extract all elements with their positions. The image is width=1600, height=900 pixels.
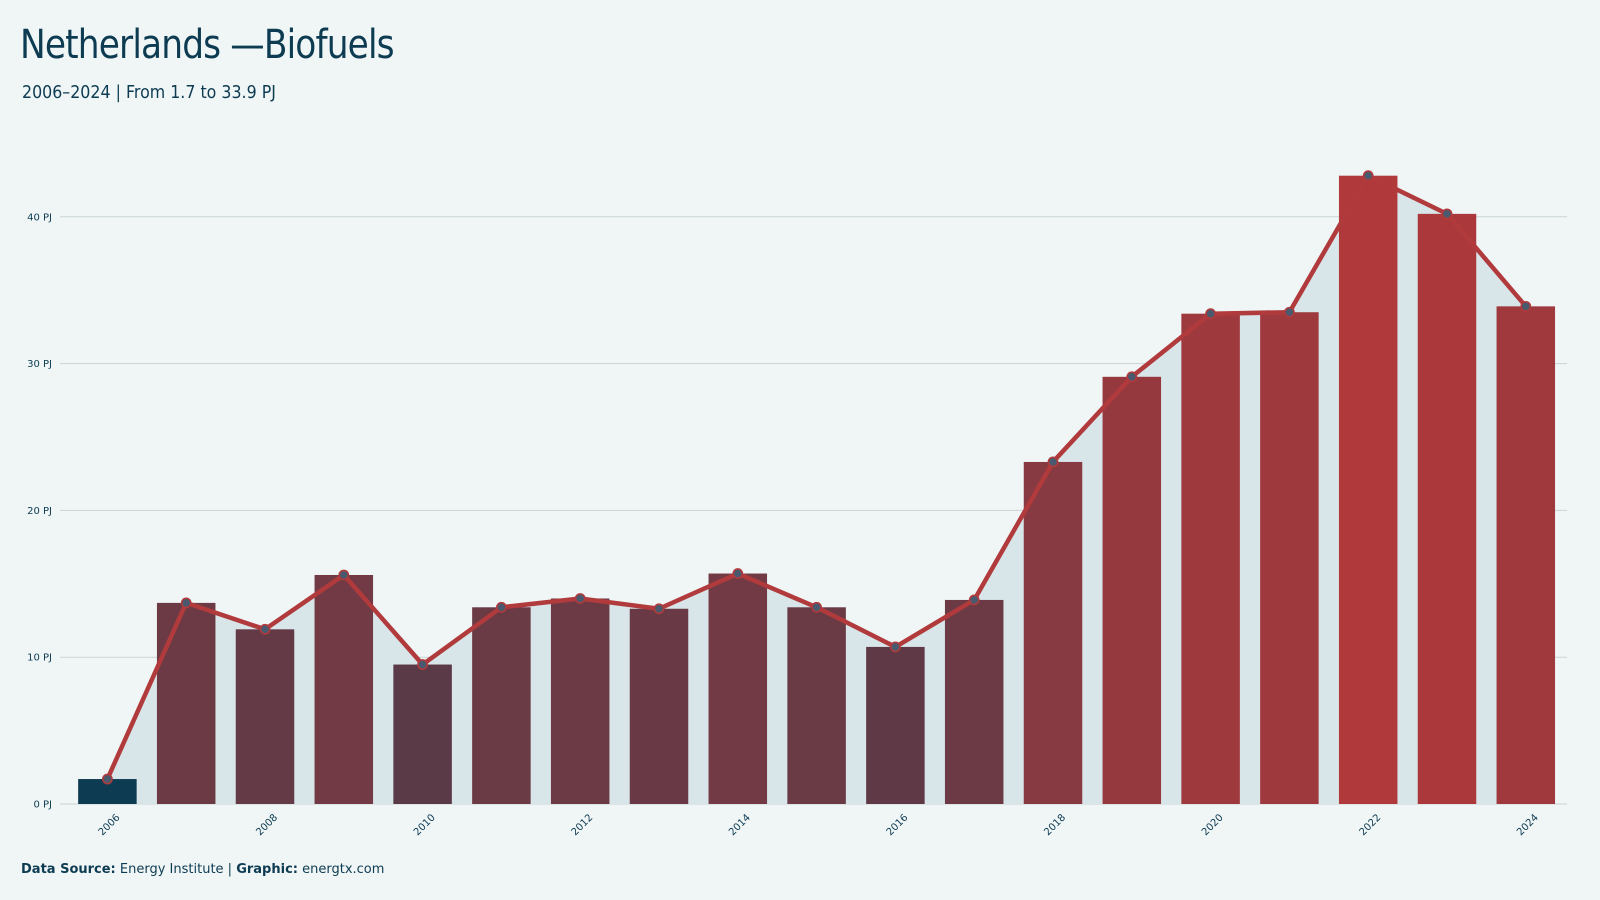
point-2022	[1362, 170, 1374, 182]
bar-2011	[472, 607, 531, 804]
bar-2010	[393, 664, 452, 804]
bar-2013	[629, 608, 689, 804]
y-tick-label: 10 PJ	[27, 653, 52, 664]
point-2018	[1047, 456, 1059, 468]
point-2017	[968, 594, 980, 606]
y-tick-label: 40 PJ	[27, 212, 52, 223]
bar-2014	[708, 573, 768, 804]
point-2011	[495, 601, 507, 613]
x-tick-label: 2010	[412, 812, 438, 838]
point-2006	[102, 773, 113, 785]
point-2009	[338, 569, 350, 581]
x-tick-label: 2024	[1515, 812, 1541, 838]
chart-title: Netherlands —Biofuels	[20, 22, 395, 68]
bar-2008	[235, 629, 295, 804]
bar-2007	[156, 602, 216, 804]
x-tick-label: 2016	[885, 812, 911, 838]
bar-2022	[1338, 175, 1398, 805]
graphic-value: energtx.com	[302, 862, 385, 877]
bars	[78, 175, 1556, 805]
point-2010	[417, 659, 428, 670]
bar-2021	[1260, 312, 1319, 804]
bar-2024	[1496, 306, 1556, 804]
x-tick-label: 2022	[1358, 812, 1384, 838]
graphic-label: Graphic:	[236, 862, 298, 877]
point-2019	[1126, 371, 1138, 383]
y-tick-label: 0 PJ	[33, 800, 52, 811]
bar-2020	[1181, 313, 1240, 804]
y-tick-label: 30 PJ	[27, 359, 52, 370]
point-2021	[1284, 306, 1295, 318]
x-tick-label: 2018	[1042, 812, 1068, 838]
point-2016	[890, 641, 901, 653]
source-label: Data Source:	[21, 862, 116, 877]
area-fill	[107, 175, 1526, 805]
point-2014	[732, 568, 744, 579]
point-2024	[1520, 300, 1532, 312]
x-tick-label: 2006	[97, 812, 123, 838]
y-axis-ticks: 0 PJ 10 PJ 20 PJ 30 PJ 40 PJ	[27, 212, 52, 810]
point-2013	[653, 603, 665, 615]
footer: Data Source: Energy Institute | Graphic:…	[21, 862, 384, 877]
bar-2017	[944, 599, 1004, 804]
point-2008	[259, 623, 271, 635]
chart-subtitle: 2006–2024 | From 1.7 to 33.9 PJ	[22, 82, 276, 103]
points	[102, 170, 1532, 785]
x-tick-label: 2008	[254, 812, 280, 838]
bar-2016	[866, 646, 925, 804]
bar-2012	[550, 598, 610, 804]
bar-2015	[787, 607, 846, 804]
source-value: Energy Institute |	[119, 862, 233, 877]
point-2023	[1441, 208, 1453, 220]
point-2020	[1205, 308, 1216, 320]
point-2015	[811, 601, 822, 613]
bar-2009	[314, 574, 374, 804]
bar-2023	[1417, 213, 1477, 804]
x-tick-label: 2014	[727, 812, 753, 838]
x-axis-ticks: 2006 2008 2010 2012 2014 2016 2018 2020 2022 2024	[97, 812, 1541, 838]
point-2007	[180, 597, 192, 609]
bar-2019	[1102, 376, 1162, 804]
x-tick-label: 2020	[1200, 812, 1226, 838]
y-tick-label: 20 PJ	[27, 506, 52, 517]
x-tick-label: 2012	[570, 812, 596, 838]
point-2012	[574, 593, 586, 604]
bar-2018	[1023, 461, 1083, 804]
